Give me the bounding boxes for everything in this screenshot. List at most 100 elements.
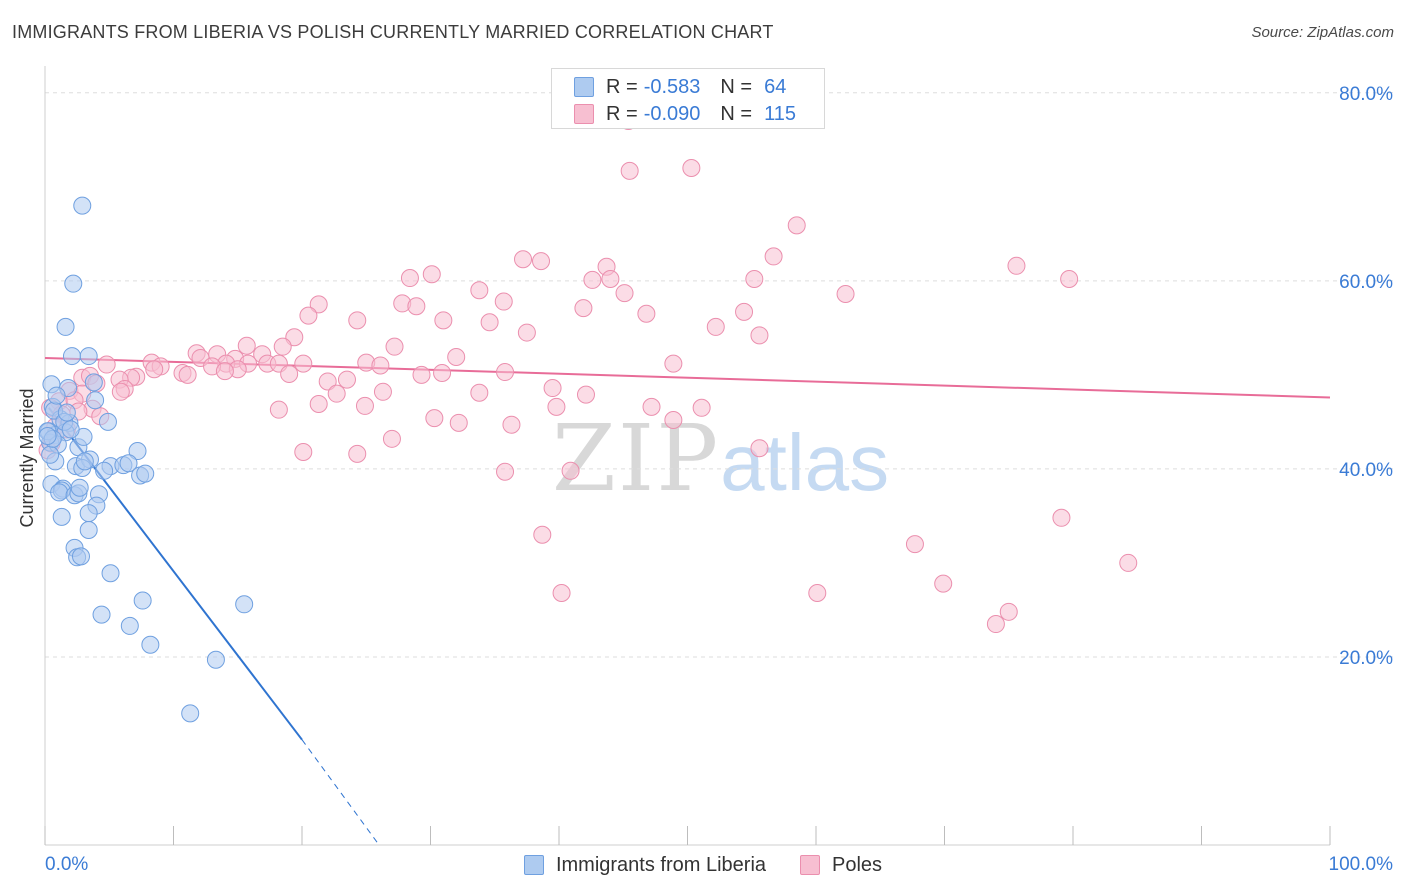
poles-point <box>583 270 602 289</box>
legend-label-liberia: Immigrants from Liberia <box>555 853 767 876</box>
label-layer: 20.0% 40.0% 60.0% 80.0% 0.0% 100.0% Currently … <box>17 84 1393 875</box>
liberia-point <box>133 591 152 610</box>
poles-point <box>999 602 1018 621</box>
y-tick-label: 60.0% <box>1339 272 1393 293</box>
poles-point <box>215 362 234 381</box>
poles-point <box>382 429 401 448</box>
legend-label-poles: Poles <box>832 853 883 876</box>
poles-point <box>299 306 318 325</box>
poles-point <box>348 311 367 330</box>
legend-r-value: -0.583 <box>643 75 701 98</box>
legend-swatch-liberia <box>574 77 594 97</box>
poles-point <box>371 356 390 375</box>
legend-n-value: 64 <box>764 75 787 98</box>
poles-point <box>642 397 661 416</box>
poles-point <box>808 584 827 603</box>
legend-item-liberia[interactable]: Immigrants from Liberia <box>523 852 767 878</box>
poles-point <box>494 292 513 311</box>
axis-layer <box>44 66 1331 846</box>
poles-point <box>373 382 392 401</box>
legend-r-label: R = <box>606 102 638 125</box>
liberia-point <box>56 317 75 336</box>
poles-point <box>533 525 552 544</box>
poles-point <box>449 413 468 432</box>
y-tick-label: 40.0% <box>1339 460 1393 481</box>
series-legend: Immigrants from Liberia Poles <box>0 852 1406 878</box>
correlation-legend: R = -0.583 N = 64 R = -0.090 N = 115 <box>551 68 825 129</box>
y-tick-label: 80.0% <box>1339 84 1393 105</box>
poles-point <box>111 382 130 401</box>
poles-point <box>601 269 620 288</box>
poles-point <box>514 250 533 269</box>
liberia-point <box>61 420 80 439</box>
liberia-trend-extension <box>301 739 380 846</box>
poles-point <box>543 379 562 398</box>
poles-point <box>337 370 356 389</box>
poles-point <box>355 396 374 415</box>
source-credit: Source: ZipAtlas.com <box>1251 24 1394 41</box>
poles-point <box>692 398 711 417</box>
chart-title: IMMIGRANTS FROM LIBERIA VS POLISH CURREN… <box>12 22 774 42</box>
liberia-point <box>38 426 57 445</box>
poles-point <box>1119 553 1138 572</box>
liberia-point <box>181 704 200 723</box>
poles-point <box>706 317 725 336</box>
legend-r-value: -0.090 <box>643 102 701 125</box>
legend-item-poles[interactable]: Poles <box>800 852 882 878</box>
poles-point <box>348 444 367 463</box>
legend-n-label: N = <box>720 102 753 125</box>
y-axis-title: Currently Married <box>17 388 37 527</box>
liberia-point <box>47 386 66 405</box>
liberia-point <box>75 452 94 471</box>
liberia-point <box>57 403 76 422</box>
poles-point <box>836 285 855 304</box>
poles-point <box>1052 508 1071 527</box>
poles-point <box>434 311 453 330</box>
legend-swatch-poles <box>800 855 821 875</box>
poles-point <box>318 372 337 391</box>
poles-point <box>664 354 683 373</box>
x-tick-label: 0.0% <box>45 854 88 875</box>
poles-point <box>294 354 313 373</box>
poles-point <box>1007 256 1026 275</box>
liberia-point <box>70 478 89 497</box>
legend-r-label: R = <box>606 75 638 98</box>
poles-point <box>496 462 515 481</box>
liberia-point <box>95 461 114 480</box>
poles-point <box>517 323 536 342</box>
poles-point <box>615 284 634 303</box>
poles-point <box>552 584 571 603</box>
liberia-point <box>136 464 155 483</box>
liberia-point <box>79 347 98 366</box>
poles-point <box>178 365 197 384</box>
liberia-point <box>98 412 117 431</box>
poles-point <box>97 355 116 374</box>
poles-point <box>620 161 639 180</box>
poles-point <box>664 411 683 430</box>
poles-point <box>480 313 499 332</box>
liberia-point <box>41 445 60 464</box>
poles-point <box>745 269 764 288</box>
poles-point <box>576 385 595 404</box>
liberia-point <box>62 347 81 366</box>
poles-point <box>433 363 452 382</box>
poles-point <box>547 397 566 416</box>
poles-point <box>1060 269 1079 288</box>
poles-point <box>145 360 164 379</box>
liberia-point <box>79 521 98 540</box>
liberia-point <box>92 605 111 624</box>
liberia-point <box>86 391 105 410</box>
poles-point <box>309 395 328 414</box>
poles-point <box>574 299 593 318</box>
liberia-point <box>235 595 254 614</box>
poles-point <box>750 439 769 458</box>
poles-point <box>470 383 489 402</box>
poles-point <box>750 326 769 345</box>
legend-row-poles: R = -0.090 N = 115 <box>574 101 796 127</box>
poles-point <box>470 281 489 300</box>
liberia-point <box>101 564 120 583</box>
liberia-point <box>84 373 103 392</box>
liberia-point <box>119 454 138 473</box>
grid-layer <box>45 92 1393 658</box>
